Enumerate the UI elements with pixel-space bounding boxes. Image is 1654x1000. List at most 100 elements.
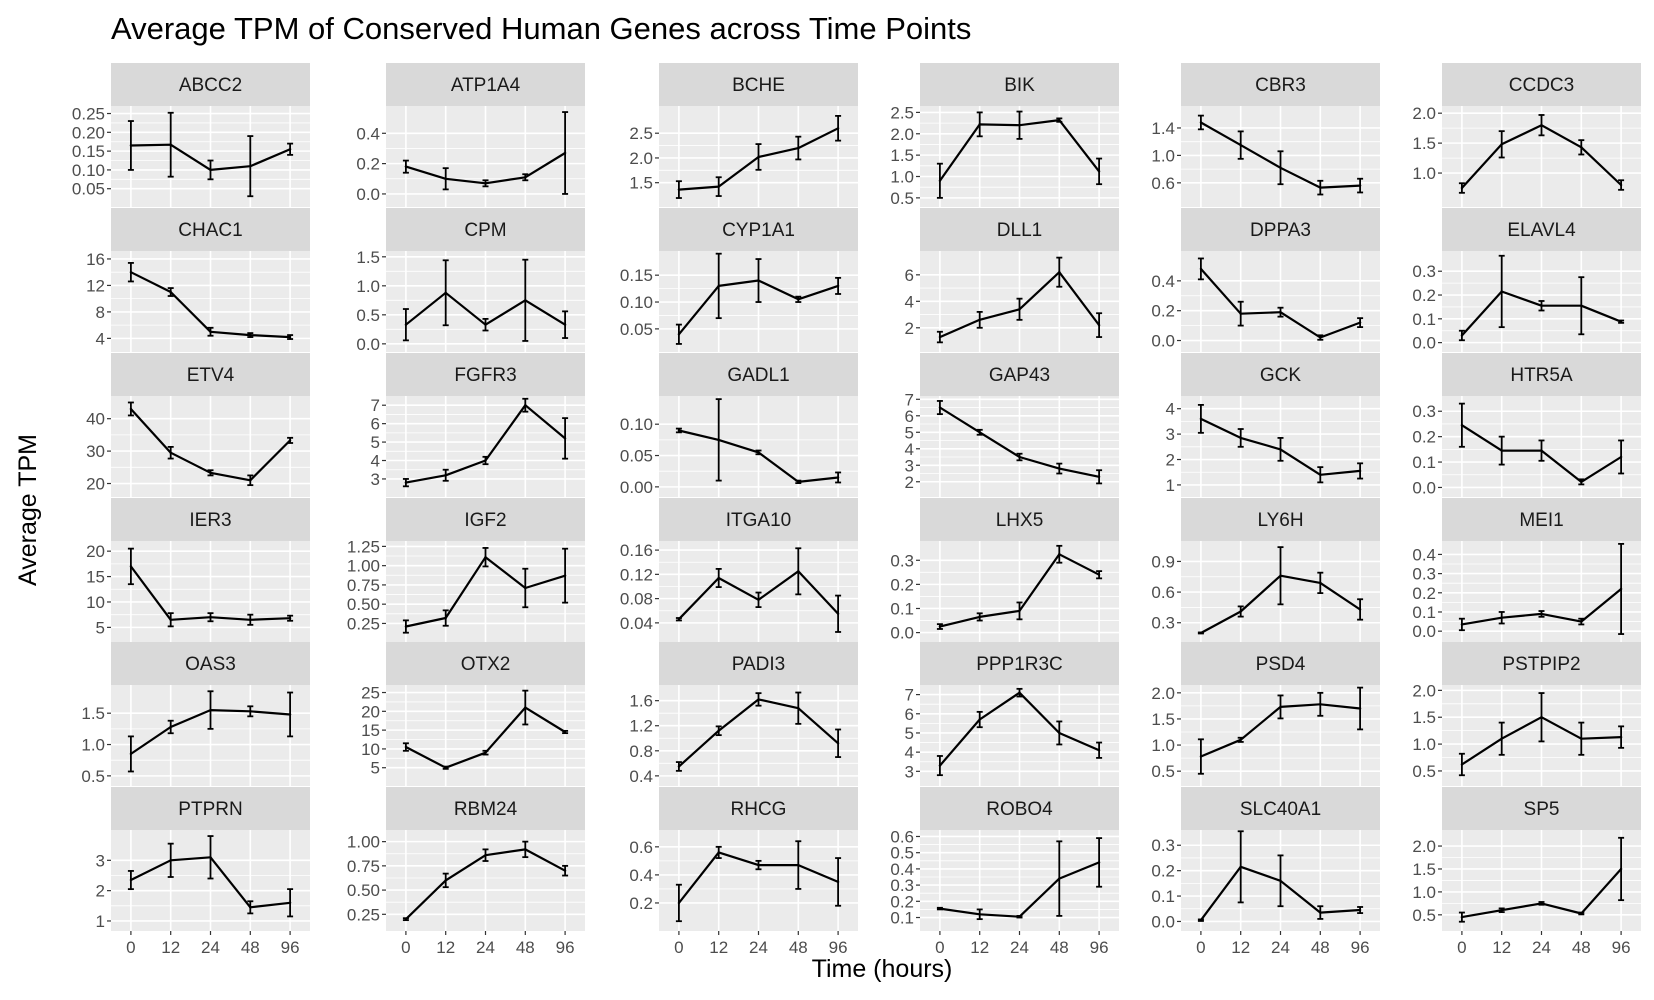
y-tick-label: 7 xyxy=(905,686,914,705)
data-point xyxy=(797,706,800,710)
y-tick-label: 30 xyxy=(86,442,105,461)
y-tick-label: 0.4 xyxy=(890,860,914,879)
data-point xyxy=(1540,902,1543,905)
data-point xyxy=(1580,304,1583,307)
facet-strip-label: FGFR3 xyxy=(454,365,516,386)
data-point xyxy=(757,279,760,282)
y-tick-label: 1.2 xyxy=(629,717,653,736)
data-point xyxy=(563,323,567,326)
data-point xyxy=(1097,861,1101,864)
data-point xyxy=(1460,623,1464,626)
y-tick-label: 0.25 xyxy=(72,105,105,124)
data-point xyxy=(404,323,408,326)
data-point xyxy=(978,615,981,619)
data-point xyxy=(1239,143,1242,147)
data-point xyxy=(1239,436,1242,440)
facet-strip-label: CBR3 xyxy=(1255,75,1306,96)
data-point xyxy=(1018,915,1021,918)
facet-ier3: IER3 5 10 15 20 xyxy=(86,498,310,642)
data-point xyxy=(404,745,408,749)
y-tick-label: 25 xyxy=(361,684,380,703)
y-tick-label: 0.0 xyxy=(1412,622,1436,641)
data-point xyxy=(717,851,720,854)
y-tick-label: 0.5 xyxy=(1412,762,1436,781)
data-point xyxy=(938,625,942,628)
y-tick-label: 8 xyxy=(96,303,105,322)
facet-strip xyxy=(386,63,585,106)
data-point xyxy=(1580,737,1583,740)
data-point xyxy=(249,164,252,168)
data-point xyxy=(1279,310,1282,314)
y-tick-label: 0.3 xyxy=(1412,402,1436,421)
y-tick-label: 0.1 xyxy=(890,909,914,928)
y-tick-label: 0.6 xyxy=(1151,583,1175,602)
facet-strip xyxy=(111,63,310,106)
data-point xyxy=(209,856,212,859)
y-tick-label: 0.2 xyxy=(1412,584,1436,603)
y-tick-label: 0.4 xyxy=(629,767,653,786)
facet-strip xyxy=(1181,642,1380,685)
y-tick-label: 2 xyxy=(96,882,105,901)
facet-strip xyxy=(1442,63,1641,106)
y-tick-label: 0.6 xyxy=(890,827,914,846)
y-tick-label: 6 xyxy=(905,705,914,724)
y-tick-label: 0.4 xyxy=(1151,272,1175,291)
facet-strip xyxy=(920,63,1119,106)
x-tick-label: 12 xyxy=(970,938,989,957)
y-tick-label: 2.0 xyxy=(1412,681,1436,700)
facet-strip-label: OAS3 xyxy=(185,654,236,675)
y-tick-label: 0.50 xyxy=(347,881,380,900)
data-point xyxy=(209,471,212,475)
facet-strip xyxy=(1442,498,1641,541)
facet-strip-label: GCK xyxy=(1260,365,1302,386)
facet-pstpip2: PSTPIP2 0.5 1.0 1.5 2.0 xyxy=(1412,642,1641,786)
data-point xyxy=(444,879,447,882)
data-point xyxy=(129,144,133,147)
data-point xyxy=(1058,467,1061,470)
data-point xyxy=(1580,912,1583,915)
data-point xyxy=(129,752,133,756)
y-tick-label: 1.00 xyxy=(347,557,380,576)
y-tick-label: 0.08 xyxy=(620,590,653,609)
data-point xyxy=(1580,620,1583,623)
y-tick-label: 0.12 xyxy=(620,565,653,584)
data-point xyxy=(169,451,172,454)
data-point xyxy=(797,570,800,573)
data-point xyxy=(288,439,292,442)
data-point xyxy=(249,906,252,909)
data-point xyxy=(1540,449,1543,452)
facet-dppa3: DPPA3 0.0 0.2 0.4 xyxy=(1151,208,1380,352)
y-tick-label: 5 xyxy=(905,423,914,442)
y-tick-label: 7 xyxy=(371,396,380,415)
data-point xyxy=(1619,867,1623,871)
data-point xyxy=(524,848,527,851)
data-point xyxy=(797,480,800,484)
data-point xyxy=(444,474,447,477)
facet-strip xyxy=(111,498,310,541)
y-tick-label: 0.75 xyxy=(347,857,380,876)
facet-strip-label: LHX5 xyxy=(996,510,1044,531)
data-point xyxy=(1540,612,1543,616)
y-tick-label: 5 xyxy=(96,618,105,637)
y-tick-label: 3 xyxy=(371,470,380,489)
data-point xyxy=(1199,121,1203,124)
y-tick-label: 4 xyxy=(96,329,105,348)
facet-strip-label: CHAC1 xyxy=(178,220,242,241)
x-tick-label: 24 xyxy=(1271,938,1290,957)
y-tick-label: 1.0 xyxy=(1151,146,1175,165)
y-tick-label: 16 xyxy=(86,250,105,269)
data-point xyxy=(288,335,292,339)
data-point xyxy=(1580,480,1583,484)
y-tick-label: 2.5 xyxy=(629,124,653,143)
x-tick-label: 24 xyxy=(1532,938,1551,957)
data-point xyxy=(1500,737,1503,740)
data-point xyxy=(1358,608,1362,611)
x-tick-label: 0 xyxy=(126,938,135,957)
y-tick-label: 1.5 xyxy=(1412,860,1436,879)
facet-elavl4: ELAVL4 0.0 0.1 0.2 0.3 xyxy=(1412,208,1641,353)
data-point xyxy=(563,151,567,155)
x-tick-label: 24 xyxy=(749,938,768,957)
data-point xyxy=(444,291,447,294)
